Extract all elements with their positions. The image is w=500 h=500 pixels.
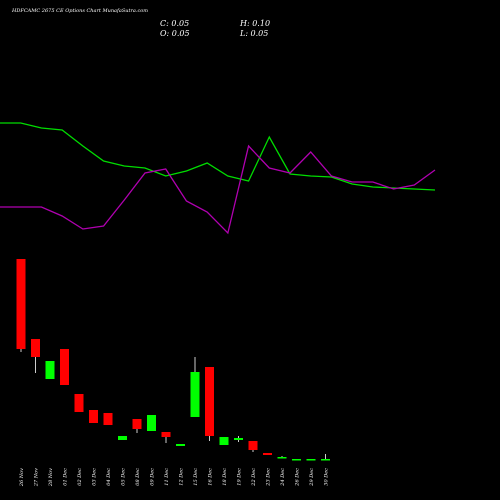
info-low: L: 0.05: [239, 29, 268, 38]
x-tick-label: 18 Dec: [222, 468, 228, 486]
candle-body: [132, 419, 142, 429]
x-tick-label: 05 Dec: [121, 468, 127, 486]
x-tick-label: 29 Dec: [309, 468, 315, 487]
candle-body: [205, 367, 214, 436]
x-tick-label: 23 Dec: [266, 468, 272, 487]
info-open: O: 0.05: [160, 29, 190, 38]
candle-body: [60, 349, 69, 385]
x-tick-label: 01 Dec: [63, 468, 69, 486]
candle-body: [190, 372, 200, 417]
x-tick-label: 03 Dec: [92, 468, 98, 486]
x-tick-label: 15 Dec: [193, 468, 199, 486]
candle-body: [161, 432, 171, 437]
x-tick-label: 26 Dec: [295, 468, 301, 487]
x-tick-label: 11 Dec: [164, 468, 170, 486]
candle-body: [176, 444, 185, 446]
x-tick-label: 02 Dec: [77, 468, 83, 486]
candle-body: [248, 441, 258, 450]
candle-body: [234, 438, 243, 440]
candle-body: [263, 453, 272, 455]
candle-body: [292, 459, 301, 461]
x-tick-label: 08 Dec: [135, 468, 141, 486]
chart-title: HDFCAMC 2675 CE Options Chart MunafaSutr…: [11, 8, 148, 14]
x-tick-label: 26 Nov: [19, 468, 25, 487]
x-tick-label: 30 Dec: [324, 468, 330, 486]
candle-body: [321, 459, 330, 461]
x-tick-label: 19 Dec: [237, 468, 243, 486]
candle-body: [306, 459, 316, 461]
x-tick-label: 22 Dec: [251, 468, 257, 487]
info-high: H: 0.10: [239, 19, 270, 28]
candle-body: [31, 339, 40, 357]
indicator-line: [0, 144, 436, 235]
x-tick-label: 27 Nov: [34, 468, 40, 487]
x-tick-label: 28 Nov: [48, 468, 54, 487]
info-close: C: 0.05: [160, 19, 189, 28]
x-tick-label: 09 Dec: [150, 468, 156, 486]
candle-body: [16, 259, 26, 349]
candle-body: [89, 410, 98, 423]
candle-body: [118, 436, 127, 440]
candle-body: [277, 457, 287, 459]
x-tick-label: 24 Dec: [280, 468, 286, 487]
candle-body: [103, 413, 113, 425]
indicator-line: [0, 122, 436, 191]
candle-body: [74, 394, 84, 412]
x-tick-label: 12 Dec: [179, 468, 185, 486]
candle-body: [45, 361, 55, 379]
candle-body: [147, 415, 156, 431]
x-tick-label: 16 Dec: [208, 468, 214, 486]
x-tick-label: 04 Dec: [106, 468, 112, 486]
candle-body: [219, 437, 229, 445]
